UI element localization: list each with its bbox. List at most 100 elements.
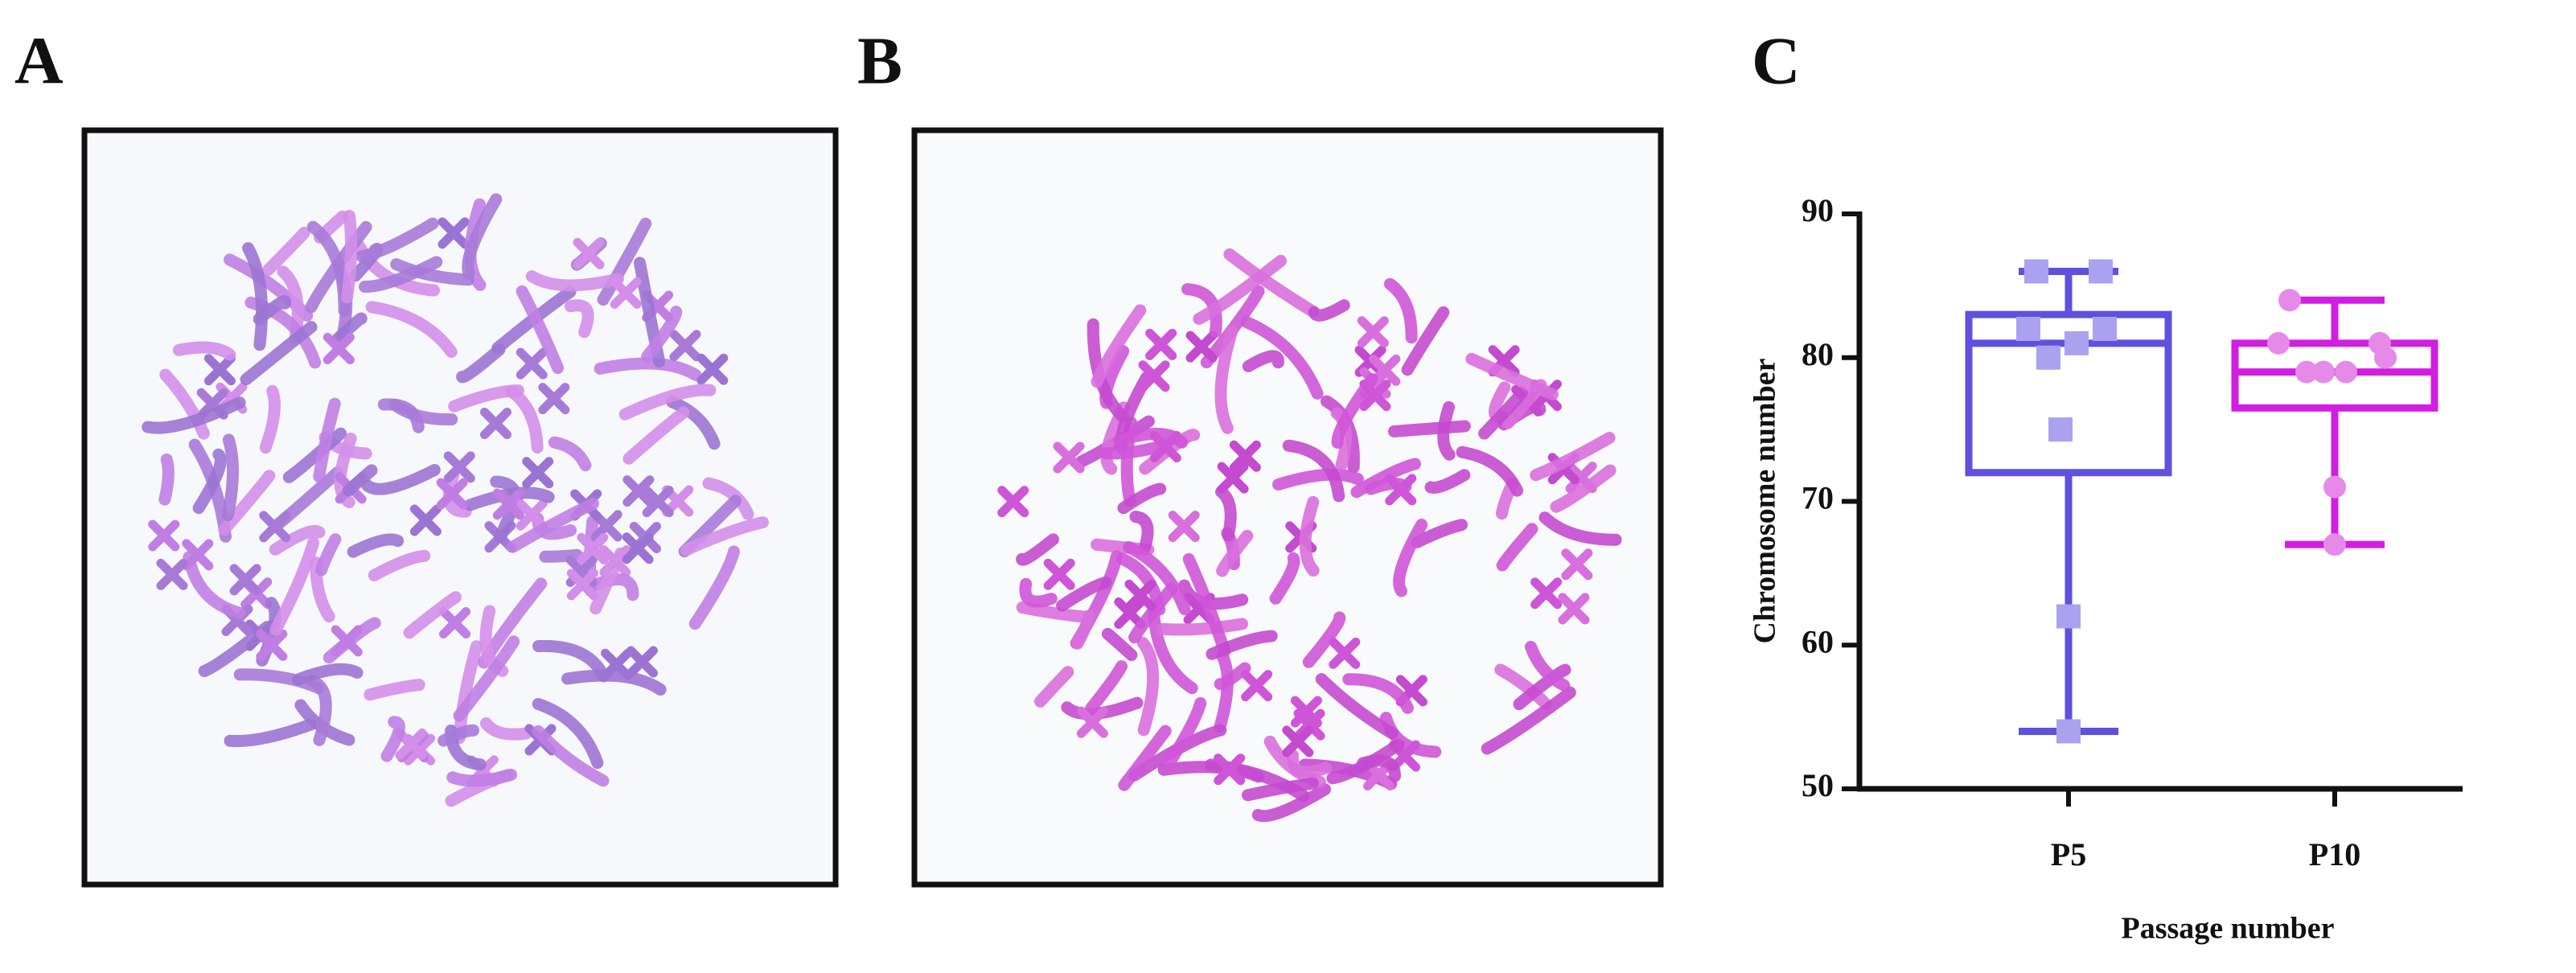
box: [1965, 310, 2172, 477]
chromosome: [1393, 519, 1428, 597]
chromosome: [1308, 299, 1350, 322]
chromosome: [1494, 663, 1552, 711]
chromosome: [1114, 597, 1146, 629]
chromosome: [505, 385, 544, 454]
data-point: [2335, 360, 2357, 384]
chromosome: [329, 312, 368, 347]
chromosome: [1401, 306, 1450, 376]
data-point: [2056, 719, 2081, 744]
chromosome: [680, 516, 769, 556]
chromosome: [259, 511, 291, 543]
chromosome: [1118, 725, 1172, 791]
chromosome: [1561, 548, 1593, 581]
chromosome: [315, 533, 342, 577]
chromosome: [292, 663, 364, 686]
chromosome: [1129, 511, 1154, 553]
y-tick-label: 80: [1802, 336, 1834, 372]
box-group: [2231, 289, 2438, 556]
chromosome: [1115, 552, 1166, 616]
chromosome: [240, 321, 318, 386]
chromosome: [1481, 686, 1576, 755]
chromosome: [1053, 441, 1085, 474]
chromosome: [1034, 666, 1074, 708]
chromosome: [1359, 380, 1391, 412]
chromosome: [192, 448, 227, 515]
chromosome: [380, 716, 405, 762]
chromosome: [1061, 696, 1144, 721]
chromosome: [516, 347, 548, 380]
chromosome: [1302, 611, 1346, 668]
x-tick-label: P5: [2051, 836, 2086, 872]
data-point: [2312, 360, 2335, 384]
chromosome: [1214, 662, 1251, 691]
chromosome: [365, 301, 458, 359]
chromosome: [1043, 558, 1075, 590]
chromosome: [229, 564, 261, 596]
chromosome: [1147, 601, 1198, 695]
chromosome: [626, 646, 658, 678]
chromosome: [203, 354, 236, 386]
chromosome: [368, 549, 431, 581]
chromosome: [388, 398, 458, 426]
chromosome: [997, 486, 1029, 518]
chromosome: [1223, 248, 1319, 318]
chromosome: [331, 625, 363, 657]
chromosome: [342, 464, 378, 497]
chromosome: [218, 470, 276, 536]
chromosome: [158, 453, 175, 506]
y-tick-label: 60: [1802, 623, 1834, 659]
chromosome: [1315, 673, 1399, 740]
chromosome: [1272, 468, 1364, 491]
chromosome: [1182, 552, 1231, 658]
chromosome: [1550, 464, 1617, 513]
data-point: [2036, 345, 2060, 370]
chromosome: [1411, 519, 1468, 548]
chromosome: [183, 551, 247, 620]
chromosome: [1085, 660, 1128, 715]
chromosome: [1242, 350, 1284, 372]
chromosome: [282, 427, 347, 483]
chromosome: [1383, 277, 1418, 344]
data-point: [2016, 317, 2040, 341]
chromosome: [1282, 725, 1314, 757]
chromosome: [492, 488, 524, 520]
chromosome: [1465, 352, 1559, 400]
chromosome: [565, 299, 594, 339]
data-point: [2089, 259, 2113, 284]
chromosome: [1326, 738, 1405, 785]
x-axis-label: Passage number: [2122, 912, 2335, 946]
chromosome: [1157, 761, 1265, 783]
chromosome: [439, 606, 471, 638]
y-tick-label: 50: [1802, 767, 1834, 803]
chromosome: [306, 675, 332, 746]
chromosome: [1251, 783, 1331, 823]
chromosome: [156, 558, 188, 590]
chromosome: [1145, 328, 1177, 360]
chromosome: [256, 629, 288, 661]
chromosome: [1181, 283, 1222, 339]
chromosome: [590, 547, 627, 615]
chromosome: [1019, 577, 1058, 608]
chromosome: [1350, 458, 1421, 499]
chromosome: [148, 519, 180, 552]
chromosome: [269, 536, 320, 636]
chromosome: [641, 306, 683, 363]
chromosome: [1128, 582, 1178, 644]
chromosome: [1269, 552, 1300, 605]
chromosome: [1496, 523, 1539, 572]
chromosome: [532, 697, 604, 770]
chromosome: [688, 545, 741, 630]
chromosome: [696, 353, 729, 385]
chromosome: [1214, 326, 1238, 434]
chromosome: [1076, 706, 1108, 738]
chromosome: [1387, 420, 1471, 438]
chromosome: [1016, 601, 1093, 623]
chromosome: [1200, 285, 1265, 369]
chromosome: [1357, 316, 1389, 348]
chromosome: [618, 384, 717, 421]
chromosome: [1185, 330, 1218, 363]
chromosome: [1168, 511, 1200, 543]
chromosome: [442, 469, 472, 518]
chromosome: [1241, 670, 1273, 702]
